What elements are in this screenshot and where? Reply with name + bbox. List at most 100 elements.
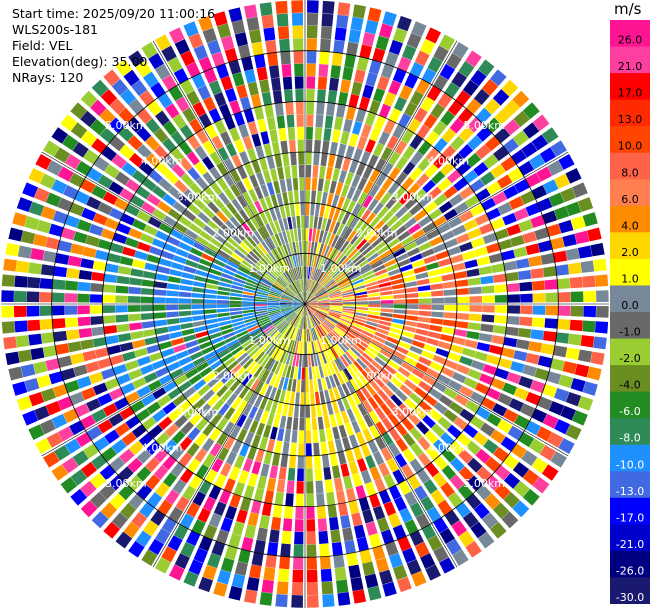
ppi-gate [296,304,305,314]
ppi-gate [91,138,108,154]
ppi-gate [459,385,474,398]
ppi-gate [280,300,293,303]
ppi-gate [311,341,316,354]
ppi-gate [550,451,567,468]
ppi-gate [137,108,153,125]
ppi-gate [322,593,335,608]
ppi-gate [232,281,245,288]
ppi-gate [192,281,206,288]
ppi-gate [375,557,390,573]
ppi-gate [82,246,97,258]
ppi-gate [293,304,305,309]
ppi-gate [28,424,45,440]
ppi-gate [329,265,339,276]
ppi-gate [356,205,367,219]
ppi-gate [492,191,508,205]
ppi-gate [389,273,403,281]
ppi-gate [305,301,318,304]
ppi-gate [292,315,300,327]
ppi-gate [404,356,418,367]
ppi-gate [539,147,557,163]
ppi-gate [97,202,113,216]
ppi-gate [307,279,312,292]
ppi-gate [296,379,301,393]
ppi-gate [125,204,140,217]
range-ring-label: 1.00km [248,262,290,275]
ppi-gate [458,126,474,142]
ppi-gate [265,39,277,54]
ppi-gate [169,268,183,277]
ppi-gate [363,273,376,281]
ppi-gate [275,320,287,330]
ppi-gate [398,480,412,495]
ppi-gate [224,505,238,521]
ppi-gate [513,207,529,221]
ppi-gate [243,589,258,604]
ppi-gate [474,246,488,257]
ppi-gate [452,372,467,384]
ppi-gate [101,446,117,462]
ppi-gate [64,214,80,229]
ppi-gate [119,256,134,266]
ppi-gate [216,304,230,309]
ppi-gate [270,314,283,321]
ppi-gate [318,365,325,378]
ppi-gate [257,243,268,255]
ppi-gate [296,280,302,293]
ppi-gate [277,428,285,442]
ppi-gate [300,341,303,355]
ppi-gate [229,307,242,312]
ppi-gate [344,539,356,554]
ppi-gate [305,304,314,314]
ppi-gate [422,415,436,429]
ppi-gate [326,192,334,206]
ppi-gate [286,270,294,282]
ppi-gate [497,392,513,406]
ppi-gate [314,327,321,340]
ppi-gate [405,292,419,298]
ppi-gate [478,265,493,276]
ppi-gate [338,319,351,327]
colorbar-swatch [610,46,650,74]
ppi-gate [201,156,215,171]
ppi-gate [241,222,253,235]
ppi-gate [144,262,158,272]
ppi-gate [299,417,305,431]
ppi-gate [83,443,100,459]
ppi-gate [259,592,273,606]
ppi-gate [321,364,328,377]
ppi-gate [195,330,209,339]
ppi-gate [378,320,392,327]
ppi-gate [206,355,220,366]
ppi-gate [305,304,309,317]
ppi-gate [169,27,185,44]
ppi-gate [337,592,351,606]
ppi-gate [168,85,184,102]
ppi-gate [365,139,376,154]
ppi-gate [330,65,341,79]
ppi-gate [570,305,584,317]
ppi-gate [305,215,310,229]
ppi-gate [45,237,60,250]
ppi-gate [267,541,279,556]
range-ring-label: 5.00km [463,119,505,132]
ppi-gate [180,173,194,187]
ppi-gate [422,374,436,386]
ppi-gate [314,288,326,297]
ppi-gate [269,290,282,297]
ppi-gate [350,250,361,262]
ppi-gate [348,160,359,174]
ppi-gate [305,190,311,203]
ppi-gate [441,273,455,282]
ppi-gate [189,474,203,490]
ppi-gate [300,304,305,316]
ppi-gate [393,96,407,112]
ppi-gate [127,135,143,151]
ppi-gate [486,181,502,196]
ppi-gate [467,228,482,240]
ppi-gate [193,275,207,283]
ppi-gate [246,376,257,389]
ppi-gate [105,335,119,345]
ppi-gate [438,200,453,214]
ppi-gate [168,186,182,200]
